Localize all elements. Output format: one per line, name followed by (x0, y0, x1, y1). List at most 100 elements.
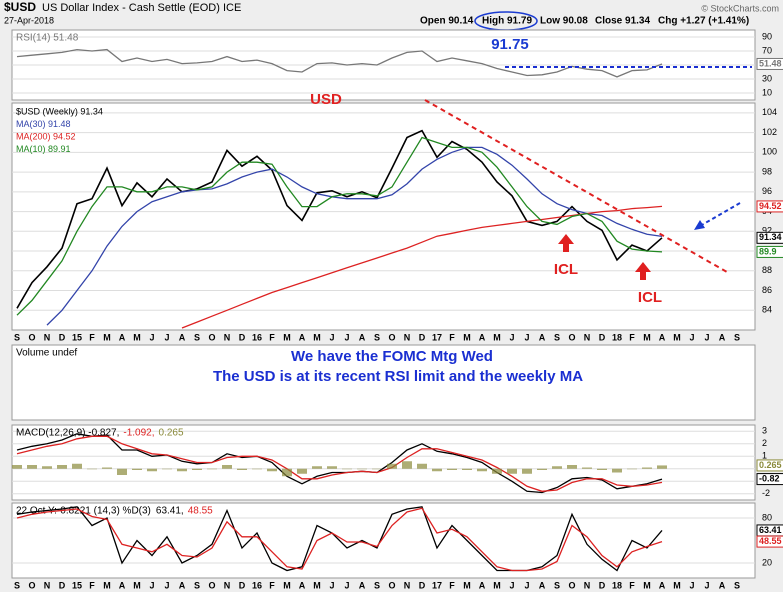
histogram-bar (72, 463, 82, 469)
last-value-label: -0.82 (759, 473, 780, 483)
x-tick-label: J (524, 580, 529, 590)
last-value-box (756, 245, 783, 258)
x-tick-label: M (283, 580, 291, 590)
x-tick-label: S (734, 332, 740, 342)
y-tick-label: 80 (762, 512, 772, 522)
x-tick-label: A (479, 580, 486, 590)
last-value-label: 48.55 (759, 536, 782, 546)
x-tick-label: J (149, 332, 154, 342)
x-tick-label: D (419, 580, 426, 590)
x-tick-label: O (568, 580, 575, 590)
x-tick-label: S (734, 580, 740, 590)
x-tick-label: D (599, 580, 606, 590)
histogram-bar (492, 468, 502, 474)
x-tick-label: J (344, 580, 349, 590)
histogram-bar (312, 466, 322, 469)
histogram-bar (552, 466, 562, 469)
series-line (16, 136, 663, 316)
x-tick-label: F (89, 580, 95, 590)
x-tick-label: 16 (252, 580, 262, 590)
histogram-bar (477, 468, 487, 472)
x-tick-label: S (194, 332, 200, 342)
series-line (16, 48, 663, 78)
x-tick-label: O (208, 332, 215, 342)
x-tick-label: S (14, 332, 20, 342)
legend-entry: MA(10) 89.91 (16, 144, 71, 154)
y-tick-label: 98 (762, 166, 772, 176)
x-tick-label: S (554, 332, 560, 342)
x-tick-label: N (404, 332, 411, 342)
x-tick-label: A (359, 580, 366, 590)
x-tick-label: A (359, 332, 366, 342)
histogram-bar (357, 468, 367, 470)
series-line (16, 435, 663, 492)
x-tick-label: S (554, 580, 560, 590)
panel-title: Volume undef (16, 348, 77, 359)
x-tick-label: M (493, 580, 501, 590)
histogram-bar (297, 468, 307, 474)
x-tick-label: M (673, 332, 681, 342)
x-tick-label: 18 (612, 580, 622, 590)
usd-label: USD (310, 91, 342, 108)
last-value-label: 0.265 (759, 460, 782, 470)
symbol: $USD (4, 0, 36, 14)
y-tick-label: 90 (762, 31, 772, 41)
x-tick-label: J (689, 580, 694, 590)
x-tick-label: M (133, 332, 141, 342)
x-tick-label: J (704, 580, 709, 590)
x-tick-label: M (313, 332, 321, 342)
legend-entry: MACD(12,26,9) -0.827, (16, 428, 119, 439)
x-tick-label: F (629, 580, 635, 590)
legend-entry: 0.265 (159, 428, 184, 439)
x-tick-label: J (329, 580, 334, 590)
legend-entry: 63.41, (156, 506, 184, 517)
x-tick-label: 15 (72, 580, 82, 590)
histogram-bar (327, 466, 337, 469)
x-tick-label: F (629, 332, 635, 342)
last-value-box (756, 459, 783, 472)
histogram-bar (417, 463, 427, 469)
x-tick-label: O (388, 332, 395, 342)
histogram-bar (132, 468, 142, 470)
x-tick-label: 15 (72, 332, 82, 342)
x-tick-label: M (463, 332, 471, 342)
histogram-bar (642, 467, 652, 469)
x-tick-label: D (419, 332, 426, 342)
x-tick-label: F (449, 332, 455, 342)
x-tick-label: A (479, 332, 486, 342)
histogram-bar (567, 465, 577, 469)
x-tick-label: M (133, 580, 141, 590)
x-tick-label: N (44, 332, 51, 342)
x-tick-label: N (224, 580, 231, 590)
x-tick-label: S (374, 580, 380, 590)
panel-title: 22 Oct Y:-0.8221 (14,3) %D(3) (16, 506, 151, 517)
last-value-label: 94.52 (759, 201, 782, 211)
legend-entry: MA(200) 94.52 (16, 131, 76, 141)
x-tick-label: A (179, 580, 186, 590)
x-tick-label: A (719, 580, 726, 590)
legend-entry: -1.092, (123, 428, 154, 439)
histogram-bar (27, 465, 37, 469)
y-tick-label: 96 (762, 186, 772, 196)
x-tick-label: M (643, 580, 651, 590)
x-tick-label: A (659, 580, 666, 590)
histogram-bar (342, 468, 352, 470)
quote-change: Chg +1.27 (+1.41%) (658, 16, 749, 27)
histogram-bar (507, 468, 517, 474)
x-tick-label: A (119, 332, 126, 342)
x-tick-label: D (59, 332, 66, 342)
y-tick-label: 3 (762, 426, 767, 436)
x-tick-label: F (269, 580, 275, 590)
x-tick-label: 17 (432, 332, 442, 342)
x-tick-label: M (673, 580, 681, 590)
icl-arrow (635, 262, 651, 280)
x-tick-label: S (374, 332, 380, 342)
quote-close: Close 91.34 (595, 16, 650, 27)
histogram-bar (447, 468, 457, 470)
x-tick-label: F (449, 580, 455, 590)
x-tick-label: S (14, 580, 20, 590)
x-tick-label: N (224, 332, 231, 342)
y-tick-label: 92 (762, 226, 772, 236)
annotations: 91.75 USD ICL ICL We have the FOMC Mtg W… (213, 36, 752, 385)
y-tick-label: 70 (762, 45, 772, 55)
